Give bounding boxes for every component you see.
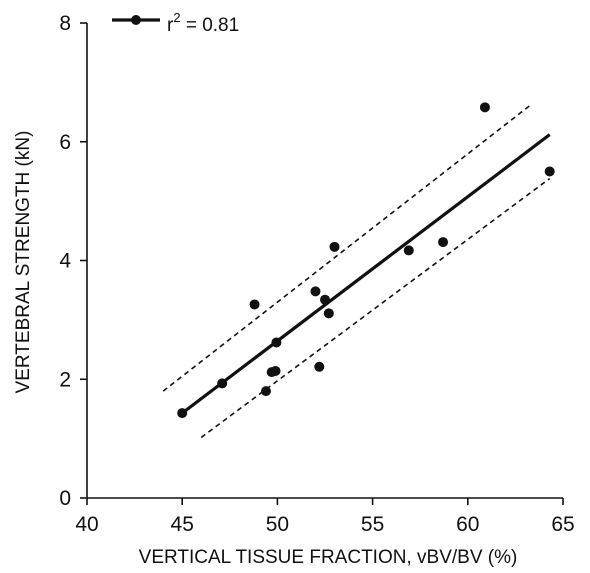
regression-line — [181, 133, 551, 415]
x-axis-title: VERTICAL TISSUE FRACTION, vBV/BV (%) — [139, 547, 518, 568]
legend: r2 = 0.81 — [112, 10, 239, 36]
y-axis-title: VERTEBRAL STRENGTH (kN) — [13, 131, 34, 394]
data-point — [271, 337, 282, 348]
data-point — [479, 102, 490, 113]
y-tick-label: 0 — [59, 487, 71, 510]
x-tick-label: 50 — [266, 513, 289, 536]
x-tick-label: 45 — [171, 513, 194, 536]
data-point — [403, 245, 414, 256]
data-point — [544, 166, 555, 177]
data-point — [260, 386, 271, 397]
y-tick-label: 6 — [59, 131, 71, 154]
data-point — [329, 241, 340, 252]
legend-marker — [131, 15, 141, 25]
data-point — [314, 361, 325, 372]
x-tick-label: 40 — [75, 513, 98, 536]
data-point — [249, 299, 260, 310]
data-point — [320, 294, 330, 305]
y-tick-label: 2 — [59, 368, 71, 391]
plot-area — [162, 102, 555, 439]
data-point — [270, 365, 281, 376]
data-point — [177, 408, 188, 419]
confidence-band-lower — [200, 177, 551, 439]
data-point — [217, 378, 228, 389]
data-point — [323, 308, 334, 319]
x-tick-label: 65 — [551, 513, 574, 536]
data-point — [438, 237, 449, 248]
x-tick-label: 55 — [361, 513, 384, 536]
x-tick-label: 60 — [456, 513, 479, 536]
y-tick-label: 4 — [59, 250, 71, 273]
axes: 40 45 50 55 60 65 0 2 4 6 8 — [59, 12, 574, 536]
confidence-band-upper — [162, 104, 532, 392]
data-point — [310, 286, 321, 297]
y-tick-label: 8 — [59, 12, 71, 35]
legend-label: r2 = 0.81 — [167, 10, 239, 36]
